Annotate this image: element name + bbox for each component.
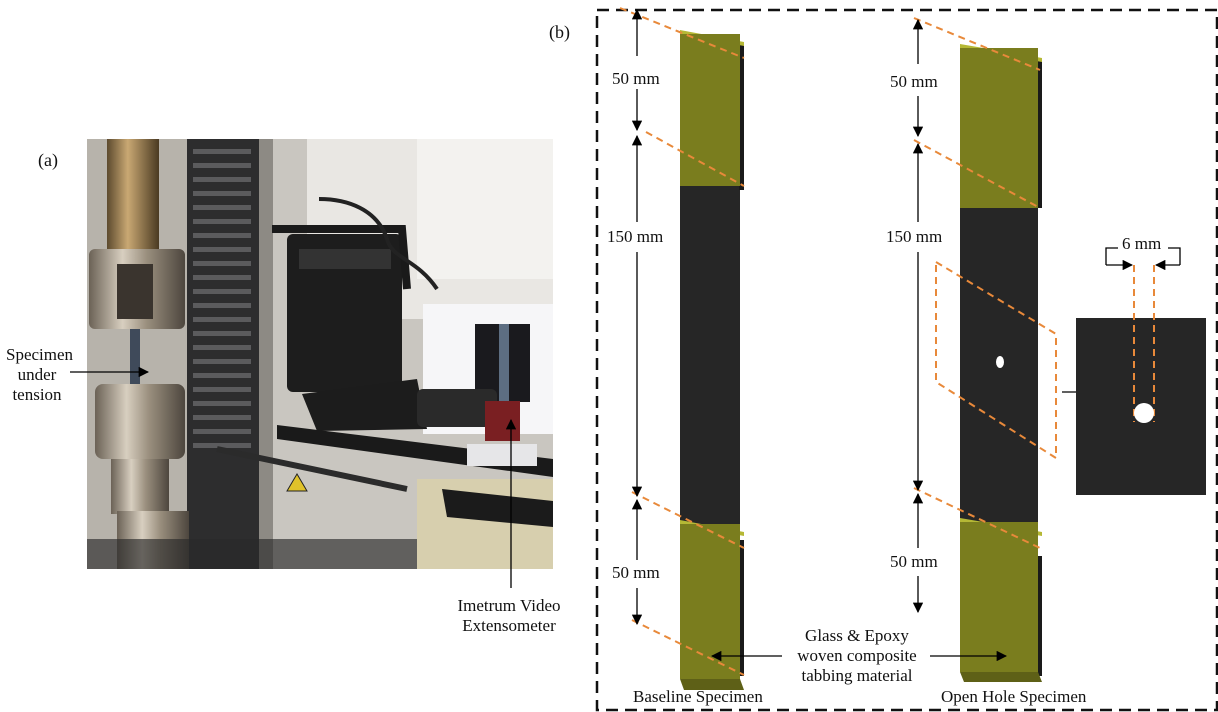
panel-b-label: (b) xyxy=(549,22,570,42)
specimen-annotation-line-1: Specimen xyxy=(6,345,74,364)
baseline-bottom-tab xyxy=(680,524,740,679)
tabbing-label-line-3: tabbing material xyxy=(801,666,913,685)
baseline-gauge-length: 150 mm xyxy=(607,227,664,247)
open-hole-top-tab-length: 50 mm xyxy=(890,72,938,92)
extensometer-annotation: Imetrum Video Extensometer xyxy=(440,596,578,636)
hole xyxy=(996,356,1004,368)
baseline-top-tab xyxy=(680,34,740,186)
dimension-extension-lines xyxy=(619,7,1057,676)
panel-b-frame xyxy=(595,8,1218,712)
extensometer-annotation-line-2: Extensometer xyxy=(462,616,556,635)
open-hole-bottom-tab xyxy=(960,522,1038,672)
dimension-arrows xyxy=(631,8,924,626)
specimen-annotation-line-3: tension xyxy=(12,385,62,404)
open-hole-caption: Open Hole Specimen xyxy=(941,687,1087,706)
specimen-annotation-line-2: under xyxy=(17,365,57,384)
tabbing-label-line-2: woven composite xyxy=(797,646,917,665)
baseline-gauge-section xyxy=(680,150,740,550)
hole-diameter-label: 6 mm xyxy=(1122,234,1162,253)
baseline-top-tab-length: 50 mm xyxy=(612,69,660,89)
specimen-annotation: Specimen under tension xyxy=(6,345,74,405)
extensometer-annotation-line-1: Imetrum Video xyxy=(457,596,561,615)
baseline-specimen xyxy=(680,30,744,690)
hole-detail-inset xyxy=(1076,247,1206,495)
tabbing-material-label: Glass & Epoxy woven composite tabbing ma… xyxy=(784,626,930,686)
open-hole-gauge-length: 150 mm xyxy=(886,227,943,247)
hole-detail xyxy=(1134,403,1154,423)
baseline-caption: Baseline Specimen xyxy=(633,687,763,706)
open-hole-bottom-tab-length: 50 mm xyxy=(890,552,938,572)
test-setup-photo xyxy=(87,139,553,569)
open-hole-specimen xyxy=(960,44,1042,682)
open-hole-top-tab xyxy=(960,48,1038,208)
baseline-bottom-tab-length: 50 mm xyxy=(612,563,660,583)
tabbing-label-line-1: Glass & Epoxy xyxy=(805,626,909,645)
panel-a-label: (a) xyxy=(38,150,58,170)
